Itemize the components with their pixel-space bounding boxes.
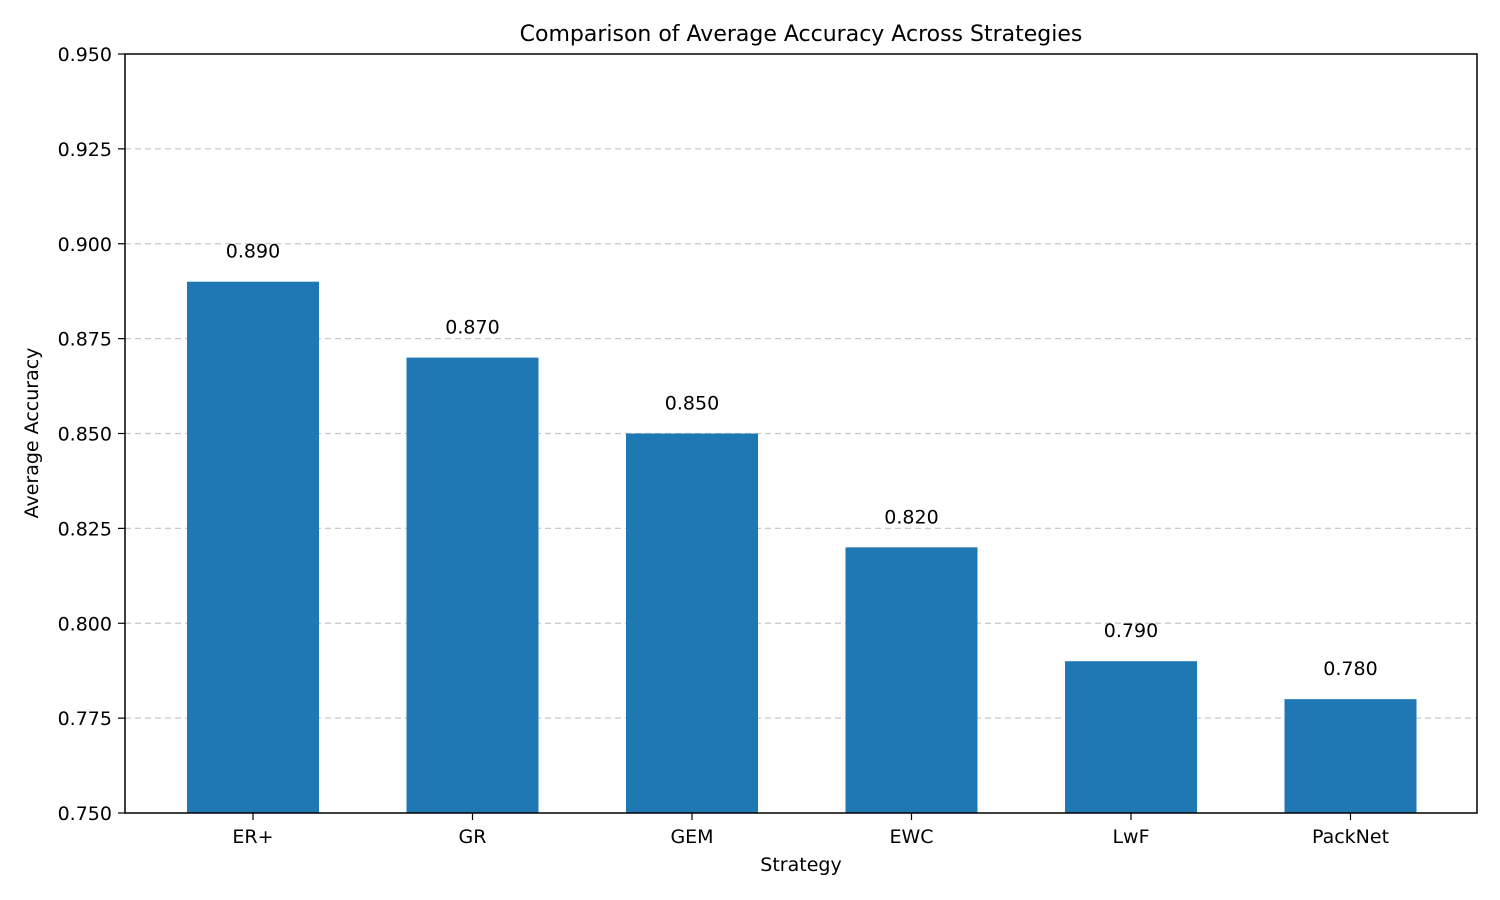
y-tick-label: 0.925	[58, 139, 112, 161]
bar-gr	[406, 357, 539, 813]
y-axis: 0.750 0.775 0.800 0.825 0.850 0.875 0.900 0.925…	[58, 44, 125, 825]
y-tick-label: 0.875	[58, 329, 112, 351]
y-tick-label: 0.800	[58, 613, 112, 635]
value-label: 0.790	[1104, 620, 1158, 642]
bar-packnet	[1284, 699, 1417, 813]
bars	[187, 281, 1417, 813]
value-label: 0.780	[1323, 658, 1377, 680]
x-tick-label: EWC	[889, 826, 933, 848]
bar-ewc	[845, 547, 978, 813]
x-tick-label: ER+	[232, 826, 273, 848]
x-tick-label: GR	[459, 826, 487, 848]
bar-lwf	[1065, 661, 1197, 813]
value-label: 0.850	[665, 393, 719, 415]
x-tick-label: GEM	[670, 826, 713, 848]
y-tick-label: 0.950	[58, 44, 112, 66]
y-axis-label: Average Accuracy	[21, 348, 43, 519]
value-label: 0.820	[884, 506, 938, 528]
y-tick-label: 0.825	[58, 518, 112, 540]
bar-gem	[626, 433, 758, 813]
x-tick-label: LwF	[1112, 826, 1149, 848]
chart-title: Comparison of Average Accuracy Across St…	[520, 22, 1083, 47]
x-axis: ER+ GR GEM EWC LwF PackNet	[232, 813, 1389, 848]
y-tick-label: 0.750	[58, 803, 112, 825]
value-labels: 0.890 0.870 0.850 0.820 0.790 0.780	[226, 241, 1378, 680]
y-tick-label: 0.900	[58, 234, 112, 256]
value-label: 0.890	[226, 241, 280, 263]
x-tick-label: PackNet	[1312, 826, 1389, 848]
y-tick-label: 0.850	[58, 424, 112, 446]
grid-lines	[125, 148, 1477, 719]
x-axis-label: Strategy	[760, 854, 841, 876]
y-tick-label: 0.775	[58, 708, 112, 730]
value-label: 0.870	[445, 317, 499, 339]
bar-er-	[187, 281, 319, 813]
